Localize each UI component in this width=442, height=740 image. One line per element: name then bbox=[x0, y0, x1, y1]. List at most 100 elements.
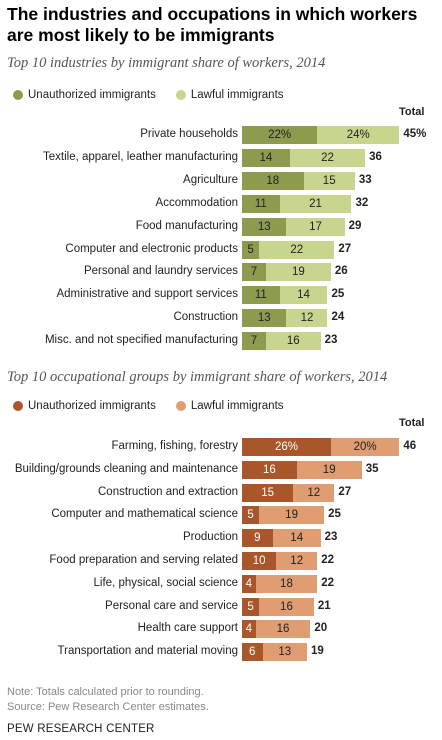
bar-segment-unauthorized: 4 bbox=[242, 574, 256, 593]
total-label: 27 bbox=[338, 485, 352, 498]
category-label: Personal and laundry services bbox=[83, 265, 238, 278]
total-label: 36 bbox=[369, 150, 382, 163]
category-label: Construction bbox=[173, 311, 238, 324]
bar-segment-unauthorized: 14 bbox=[242, 148, 290, 167]
total-label: 24 bbox=[331, 311, 345, 324]
bar-segment-lawful: 20% bbox=[330, 438, 400, 456]
bar-segment-lawful: 15 bbox=[303, 171, 355, 190]
source-text: Source: Pew Research Center estimates. bbox=[7, 701, 209, 713]
data-label: 15 bbox=[261, 486, 275, 499]
bar-segment-unauthorized: 22% bbox=[242, 126, 318, 144]
bar-segment-lawful: 19 bbox=[259, 506, 325, 525]
bar-segment-unauthorized: 7 bbox=[242, 332, 266, 351]
legend-label-unauthorized: Unauthorized immigrants bbox=[28, 89, 156, 101]
total-label: 33 bbox=[358, 173, 372, 186]
category-label: Life, physical, social science bbox=[93, 576, 238, 589]
legend-label-lawful: Lawful immigrants bbox=[190, 89, 284, 101]
data-label: 16 bbox=[276, 623, 290, 636]
category-label: Food manufacturing bbox=[135, 219, 238, 232]
occupations-subtitle: Top 10 occupational groups by immigrant … bbox=[7, 369, 388, 385]
data-label: 14 bbox=[290, 532, 304, 545]
data-label: 11 bbox=[254, 289, 267, 302]
legend-lawful: Lawful immigrants bbox=[175, 89, 284, 101]
data-label: 18 bbox=[266, 174, 280, 187]
legend-swatch-unauthorized bbox=[13, 90, 23, 100]
data-label: 7 bbox=[250, 266, 258, 279]
total-label: 35 bbox=[365, 462, 379, 475]
category-label: Building/grounds cleaning and maintenanc… bbox=[14, 462, 238, 475]
data-label: 16 bbox=[262, 463, 276, 476]
bar-segment-unauthorized: 26% bbox=[242, 438, 331, 456]
chart-title: The industries and occupations in which … bbox=[7, 4, 418, 45]
bar-segment-lawful: 19 bbox=[265, 263, 331, 282]
category-label: Agriculture bbox=[183, 173, 238, 186]
data-label: 24% bbox=[346, 129, 370, 141]
category-label: Farming, fishing, forestry bbox=[111, 440, 238, 452]
data-label: 14 bbox=[259, 151, 273, 164]
legend-unauthorized: Unauthorized immigrants bbox=[13, 89, 156, 101]
bar-segment-unauthorized: 13 bbox=[242, 217, 287, 236]
note-text: Note: Totals calculated prior to roundin… bbox=[7, 686, 204, 698]
data-label: 12 bbox=[290, 555, 304, 567]
data-label: 19 bbox=[322, 463, 336, 476]
data-label: 22% bbox=[268, 129, 292, 141]
footer-brand: PEW RESEARCH CENTER bbox=[7, 723, 155, 735]
data-label: 13 bbox=[278, 646, 292, 659]
bar-segment-lawful: 12 bbox=[286, 309, 328, 328]
data-label: 26% bbox=[274, 441, 298, 453]
total-label: 23 bbox=[324, 334, 338, 347]
category-label: Accommodation bbox=[155, 196, 238, 209]
legend-unauthorized: Unauthorized immigrants bbox=[13, 400, 156, 412]
data-label: 19 bbox=[285, 509, 298, 522]
total-label: 19 bbox=[310, 645, 324, 658]
bar-segment-unauthorized: 5 bbox=[242, 240, 260, 259]
total-label: 25 bbox=[328, 508, 341, 521]
data-label: 7 bbox=[250, 335, 258, 348]
legend-swatch-unauthorized bbox=[13, 401, 23, 411]
occupations-legend: Unauthorized immigrants Lawful immigrant… bbox=[13, 400, 304, 412]
category-label: Production bbox=[183, 531, 238, 544]
bar-segment-lawful: 13 bbox=[262, 643, 307, 662]
bar-segment-unauthorized: 10 bbox=[242, 552, 277, 570]
bar-segment-lawful: 14 bbox=[272, 529, 321, 548]
bar-segment-lawful: 17 bbox=[286, 217, 345, 236]
legend-lawful: Lawful immigrants bbox=[175, 400, 284, 412]
total-label: 22 bbox=[321, 554, 335, 566]
bar-segment-lawful: 16 bbox=[265, 332, 321, 351]
category-label: Transportation and material moving bbox=[57, 645, 238, 658]
bar-segment-unauthorized: 5 bbox=[242, 506, 260, 525]
bar-segment-lawful: 14 bbox=[279, 286, 328, 305]
data-label: 15 bbox=[322, 174, 336, 187]
category-label: Personal care and service bbox=[105, 599, 238, 612]
data-label: 22 bbox=[290, 243, 304, 256]
industries-legend: Unauthorized immigrants Lawful immigrant… bbox=[13, 89, 304, 101]
bar-segment-unauthorized: 7 bbox=[242, 263, 266, 282]
data-label: 12 bbox=[300, 312, 314, 325]
legend-swatch-lawful bbox=[175, 401, 186, 411]
data-label: 21 bbox=[309, 197, 322, 210]
bar-segment-unauthorized: 5 bbox=[242, 597, 260, 616]
total-label: 26 bbox=[334, 265, 348, 278]
bar-segment-lawful: 16 bbox=[255, 620, 311, 639]
data-label: 16 bbox=[286, 335, 300, 348]
bar-segment-lawful: 22 bbox=[259, 240, 335, 259]
data-label: 17 bbox=[309, 220, 322, 233]
data-label: 4 bbox=[245, 623, 253, 636]
bar-segment-lawful: 24% bbox=[317, 126, 400, 144]
data-label: 10 bbox=[252, 555, 266, 567]
data-label: 6 bbox=[249, 646, 256, 659]
data-label: 12 bbox=[307, 486, 321, 499]
bar-segment-unauthorized: 6 bbox=[242, 643, 263, 662]
legend-label-lawful: Lawful immigrants bbox=[190, 400, 284, 412]
data-label: 11 bbox=[254, 197, 267, 210]
data-label: 18 bbox=[280, 577, 293, 590]
data-label: 13 bbox=[257, 220, 271, 233]
bar-segment-unauthorized: 11 bbox=[242, 286, 280, 305]
category-label: Administrative and support services bbox=[56, 288, 238, 301]
total-label: 25 bbox=[331, 288, 345, 301]
bar-segment-unauthorized: 13 bbox=[242, 309, 287, 328]
bar-segment-unauthorized: 9 bbox=[242, 529, 273, 548]
data-label: 13 bbox=[257, 312, 271, 325]
data-label: 14 bbox=[297, 289, 310, 302]
data-label: 5 bbox=[247, 243, 254, 256]
